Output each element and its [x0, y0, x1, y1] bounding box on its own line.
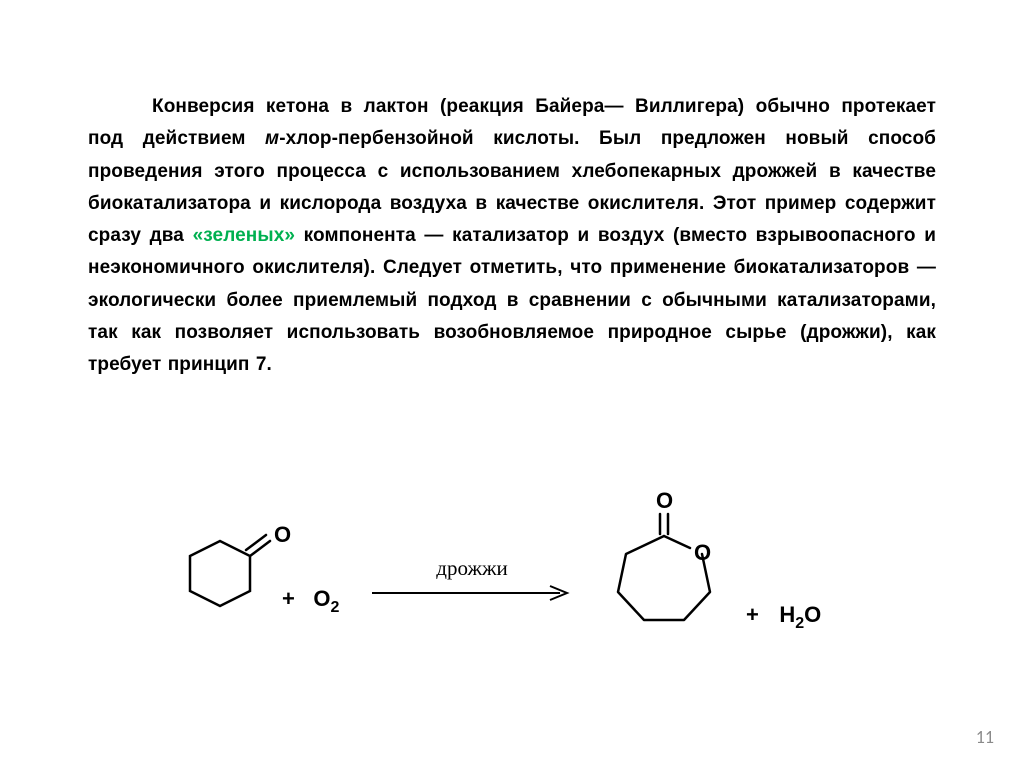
carbonyl-O-top: O — [656, 488, 673, 514]
plus-sign-2: + — [746, 602, 759, 627]
carbonyl-O-label: O — [274, 522, 291, 548]
green-phrase: «зеленых» — [193, 225, 295, 246]
ring-O: O — [694, 540, 711, 566]
plus-o2: + O2 — [282, 586, 339, 612]
italic-m: м — [265, 128, 279, 149]
h2o-H: H — [779, 602, 795, 627]
h2o-O: O — [804, 602, 821, 627]
cyclohexanone-svg — [150, 508, 270, 648]
product-caprolactone: O O — [594, 500, 744, 665]
slide: Конверсия кетона в лактон (реакция Байер… — [0, 0, 1024, 768]
caprolactone-svg — [594, 500, 744, 660]
body-paragraph: Конверсия кетона в лактон (реакция Байер… — [88, 91, 936, 382]
h2o-sub: 2 — [795, 615, 804, 632]
o2-label-O: O — [313, 586, 330, 611]
page-number: 11 — [976, 726, 994, 748]
reactant-cyclohexanone: O — [150, 508, 270, 653]
arrow-svg — [372, 583, 572, 603]
arrow-label: дрожжи — [372, 556, 572, 581]
plus-h2o: + H2O — [746, 602, 821, 628]
text-segment: компонента — катализатор и воздух (вмест… — [88, 225, 936, 375]
reaction-scheme: O + O2 дрожжи — [150, 508, 874, 688]
reaction-arrow: дрожжи — [372, 556, 572, 608]
plus-sign-1: + — [282, 586, 295, 611]
o2-label-sub: 2 — [330, 599, 339, 616]
